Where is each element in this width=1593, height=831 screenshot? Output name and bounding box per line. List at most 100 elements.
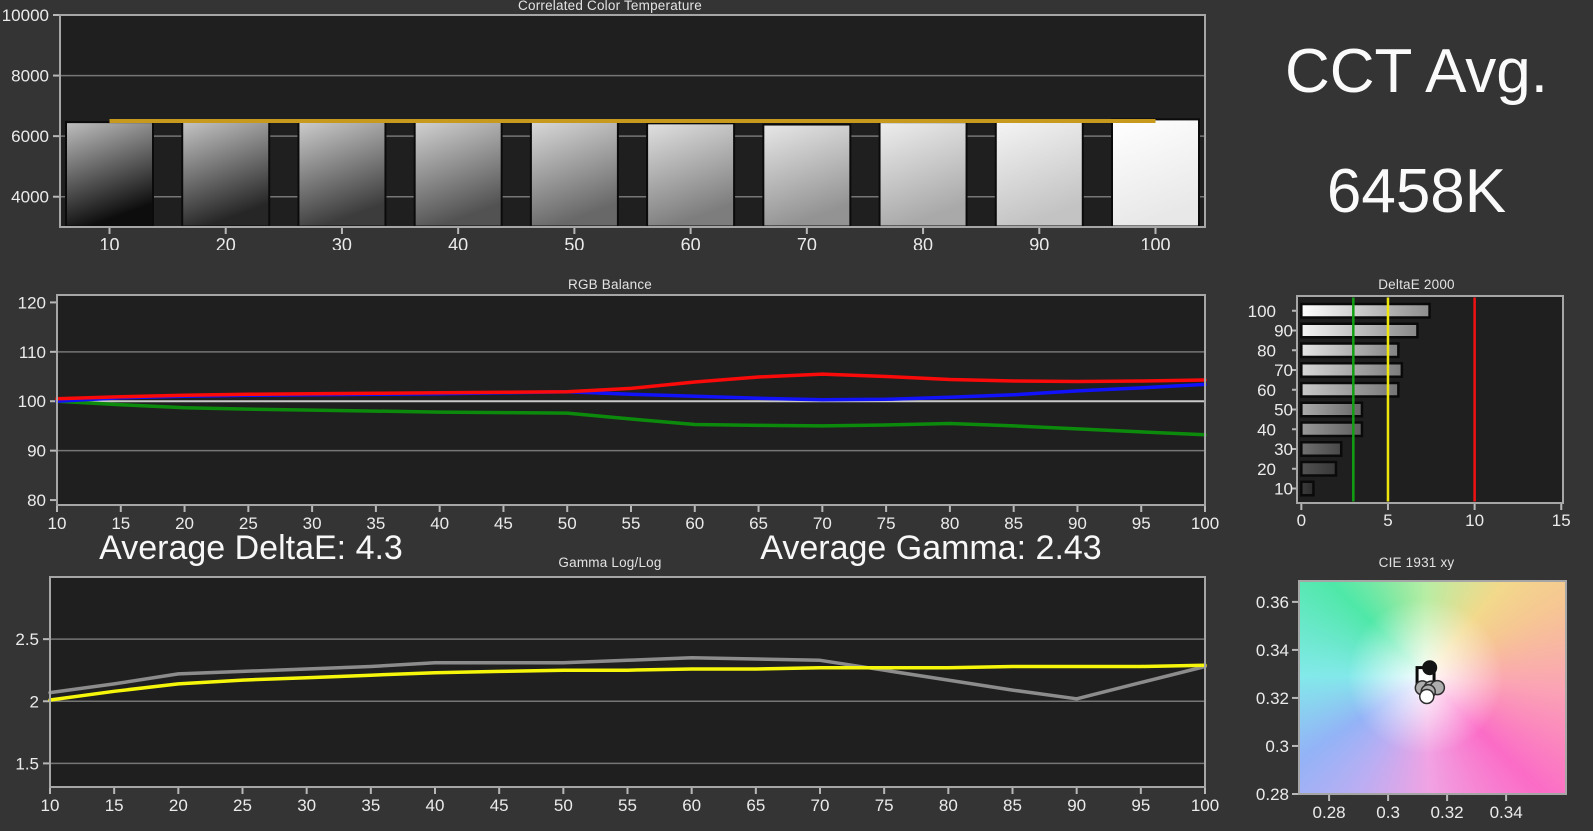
- deltae-bar: [1300, 421, 1364, 438]
- svg-text:1.5: 1.5: [15, 754, 39, 773]
- svg-text:85: 85: [1004, 514, 1023, 530]
- svg-text:45: 45: [494, 514, 513, 530]
- svg-text:55: 55: [622, 514, 641, 530]
- svg-text:30: 30: [1274, 440, 1293, 459]
- cct-chart-panel: Correlated Color Temperature 4000 6000 800…: [0, 0, 1220, 250]
- svg-text:90: 90: [1068, 514, 1087, 530]
- svg-text:120: 120: [18, 293, 46, 312]
- svg-text:40: 40: [430, 514, 449, 530]
- grayscale-bar: [996, 121, 1082, 226]
- svg-text:80: 80: [27, 491, 46, 510]
- grayscale-bar: [880, 123, 966, 226]
- svg-text:0.28: 0.28: [1313, 803, 1346, 822]
- svg-text:10000: 10000: [2, 6, 49, 25]
- svg-text:60: 60: [682, 796, 701, 815]
- svg-text:110: 110: [19, 343, 46, 362]
- svg-text:100: 100: [1191, 796, 1219, 815]
- svg-text:100: 100: [1248, 302, 1276, 321]
- svg-text:35: 35: [366, 514, 385, 530]
- svg-text:60: 60: [685, 514, 704, 530]
- svg-text:60: 60: [681, 235, 701, 250]
- svg-text:50: 50: [558, 514, 577, 530]
- rgb-balance-chart-title: RGB Balance: [568, 277, 652, 292]
- green-series-line: [55, 399, 1207, 437]
- grayscale-bar: [1113, 120, 1198, 226]
- deltae-bar: [1300, 322, 1419, 339]
- svg-text:40: 40: [426, 796, 445, 815]
- svg-text:0: 0: [1297, 511, 1306, 530]
- cie-chart-panel: CIE 1931 xy 0.36 0.34 0.32 0.3 0.28 0.28 0.3 0.…: [1240, 548, 1593, 831]
- deltae-bar: [1300, 460, 1338, 477]
- grayscale-bar: [183, 122, 269, 226]
- cct-chart-plot: 4000 6000 8000 10000 10 20 30 40 50 60 70 80 90 100: [2, 6, 1206, 250]
- svg-text:40: 40: [448, 235, 468, 250]
- svg-text:50: 50: [564, 235, 584, 250]
- svg-text:45: 45: [490, 796, 509, 815]
- svg-text:100: 100: [1191, 514, 1219, 530]
- svg-text:0.34: 0.34: [1490, 803, 1523, 822]
- deltae-chart-title: DeltaE 2000: [1378, 277, 1455, 292]
- measured-series-line: [48, 656, 1207, 701]
- svg-text:65: 65: [749, 514, 768, 530]
- grayscale-bar: [415, 121, 501, 226]
- svg-text:10: 10: [1274, 480, 1293, 499]
- svg-text:95: 95: [1131, 796, 1150, 815]
- svg-text:90: 90: [27, 442, 46, 461]
- svg-text:20: 20: [216, 235, 236, 250]
- deltae-bar: [1300, 302, 1431, 319]
- average-deltae-text: Average DeltaE: 4.3: [99, 529, 403, 567]
- svg-text:100: 100: [1140, 235, 1170, 250]
- svg-text:90: 90: [1274, 322, 1293, 341]
- svg-text:20: 20: [175, 514, 194, 530]
- deltae-chart-panel: DeltaE 2000 100 90 80 70 60 50 40 30 20 10 0 5 10 15: [1240, 270, 1593, 530]
- cie-plot: 0.36 0.34 0.32 0.3 0.28 0.28 0.3 0.32 0.34: [1256, 580, 1567, 822]
- svg-text:35: 35: [361, 796, 380, 815]
- svg-text:10: 10: [99, 235, 119, 250]
- svg-text:65: 65: [746, 796, 765, 815]
- grayscale-bar: [531, 121, 617, 226]
- grayscale-bar: [299, 122, 385, 226]
- svg-text:30: 30: [332, 235, 352, 250]
- svg-text:2: 2: [30, 692, 39, 711]
- svg-text:80: 80: [1257, 341, 1276, 360]
- svg-text:90: 90: [1067, 796, 1086, 815]
- grayscale-bar: [648, 124, 734, 226]
- svg-text:85: 85: [1003, 796, 1022, 815]
- cct-average-label: CCT Avg.: [1284, 37, 1549, 106]
- deltae-bar: [1300, 441, 1343, 457]
- red-series-line: [55, 372, 1207, 401]
- cct-average-value: 6458K: [1326, 157, 1507, 226]
- svg-text:0.3: 0.3: [1376, 803, 1400, 822]
- svg-text:20: 20: [1257, 460, 1276, 479]
- svg-text:50: 50: [1274, 401, 1293, 420]
- svg-text:10: 10: [1465, 511, 1484, 530]
- svg-text:0.32: 0.32: [1431, 803, 1464, 822]
- svg-text:2.5: 2.5: [15, 630, 39, 649]
- svg-text:10: 10: [48, 514, 67, 530]
- svg-text:80: 80: [913, 235, 933, 250]
- svg-text:8000: 8000: [11, 67, 49, 86]
- svg-text:0.36: 0.36: [1256, 593, 1289, 612]
- gamma-chart-title: Gamma Log/Log: [558, 555, 662, 570]
- grayscale-bar: [67, 123, 152, 226]
- svg-text:0.28: 0.28: [1256, 785, 1289, 804]
- svg-text:100: 100: [18, 392, 46, 411]
- svg-text:95: 95: [1132, 514, 1151, 530]
- svg-text:25: 25: [239, 514, 258, 530]
- deltae-bar: [1300, 401, 1364, 418]
- target-series-line: [48, 663, 1207, 702]
- deltae-bar: [1300, 342, 1400, 359]
- cct-average-panel: CCT Avg. 6458K: [1240, 30, 1593, 260]
- svg-text:15: 15: [105, 796, 124, 815]
- svg-text:15: 15: [1552, 511, 1571, 530]
- svg-text:70: 70: [1274, 361, 1293, 380]
- svg-text:70: 70: [797, 235, 817, 250]
- measured-point-black: [1422, 660, 1438, 676]
- cct-chart-title: Correlated Color Temperature: [518, 0, 702, 13]
- svg-text:80: 80: [939, 796, 958, 815]
- measured-point-white: [1418, 688, 1435, 705]
- svg-text:20: 20: [169, 796, 188, 815]
- svg-text:15: 15: [111, 514, 130, 530]
